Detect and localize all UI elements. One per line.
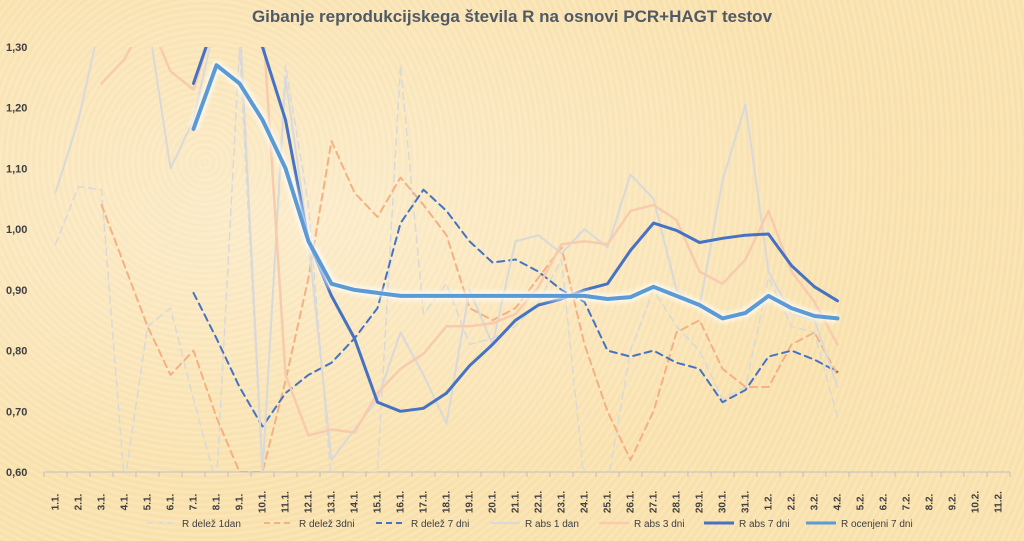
series-line-1 (54, 47, 839, 472)
x-tick-label: 15.1. (373, 491, 384, 513)
x-tick-label: 20.1. (488, 491, 499, 513)
series-line-7 (191, 63, 840, 321)
x-tick-label: 11.1. (281, 491, 292, 513)
x-tick-label: 5.2. (856, 493, 867, 510)
series-layer (54, 47, 840, 472)
x-tick-label: 27.1. (649, 491, 660, 513)
x-tick-label: 29.1. (695, 491, 706, 513)
y-tick-label: 0,90 (6, 285, 27, 297)
x-tick-label: 16.1. (396, 491, 407, 513)
x-tick-label: 13.1. (327, 491, 338, 513)
y-tick-label: 1,10 (6, 163, 27, 175)
x-tick-label: 21.1. (511, 491, 522, 513)
x-tick-label: 28.1. (672, 491, 683, 513)
chart-title: Gibanje reprodukcijskega števila R na os… (251, 7, 773, 26)
legend-label: R delež 1dan (182, 519, 241, 530)
series-line-5 (100, 47, 839, 437)
x-tick-label: 6.2. (879, 493, 890, 510)
legend-label: R delež 3dni (299, 519, 355, 530)
x-tick-label: 1.1. (51, 493, 62, 510)
legend-label: R abs 7 dni (739, 519, 790, 530)
x-tick-label: 17.1. (419, 491, 430, 513)
x-tick-label: 19.1. (465, 491, 476, 513)
x-tick-label: 4.2. (833, 493, 844, 510)
x-tick-label: 6.1. (166, 493, 177, 510)
legend-label: R ocenjeni 7 dni (841, 519, 913, 530)
x-tick-label: 7.1. (189, 493, 200, 510)
x-tick-label: 10.1. (258, 491, 269, 513)
y-tick-label: 1,00 (6, 224, 27, 236)
series-line-6 (192, 47, 839, 413)
x-tick-label: 1.2. (764, 493, 775, 510)
x-tick-label: 31.1. (741, 491, 752, 513)
x-tick-label: 12.1. (304, 491, 315, 513)
legend: R delež 1dan R delež 3dni R delež 7 dni R a… (147, 519, 913, 530)
x-tick-label: 30.1. (718, 491, 729, 513)
y-tick-label: 1,20 (6, 103, 27, 115)
y-tick-label: 1,30 (6, 42, 27, 54)
series-line-2 (100, 140, 839, 472)
legend-label: R abs 1 dan (525, 519, 579, 530)
x-tick-label: 4.1. (120, 493, 131, 510)
x-tick-label: 8.1. (212, 493, 223, 510)
y-tick-label: 0,60 (6, 467, 27, 479)
x-tick-label: 25.1. (603, 491, 614, 513)
x-tick-label: 10.2. (971, 491, 982, 513)
y-tick-label: 0,80 (6, 346, 27, 358)
x-tick-label: 22.1. (534, 491, 545, 513)
y-axis: 0,60 0,70 0,80 0,90 1,00 1,10 1,20 1,30 (6, 42, 27, 479)
x-tick-label: 9.1. (235, 493, 246, 510)
x-tick-label: 7.2. (902, 493, 913, 510)
series-line-4 (54, 47, 839, 472)
x-tick-label: 2.1. (74, 493, 85, 510)
x-tick-label: 8.2. (925, 493, 936, 510)
legend-label: R abs 3 dni (634, 519, 685, 530)
x-axis: 1.1. 2.1. 3.1. 4.1. 5.1. 6.1. 7.1. 8.1. 9.1. 10.1… (43, 471, 1011, 513)
x-tick-label: 24.1. (580, 491, 591, 513)
legend-label: R delež 7 dni (411, 519, 469, 530)
x-tick-label: 14.1. (350, 491, 361, 513)
x-tick-label: 3.2. (810, 493, 821, 510)
x-tick-label: 11.2. (994, 491, 1005, 513)
x-tick-label: 5.1. (143, 493, 154, 510)
x-tick-label: 26.1. (626, 491, 637, 513)
y-tick-label: 0,70 (6, 406, 27, 418)
x-tick-label: 9.2. (948, 493, 959, 510)
series-line-3 (192, 188, 839, 428)
x-tick-label: 23.1. (557, 491, 568, 513)
x-tick-label: 2.2. (787, 493, 798, 510)
x-tick-label: 3.1. (97, 493, 108, 510)
x-tick-label: 18.1. (442, 491, 453, 513)
